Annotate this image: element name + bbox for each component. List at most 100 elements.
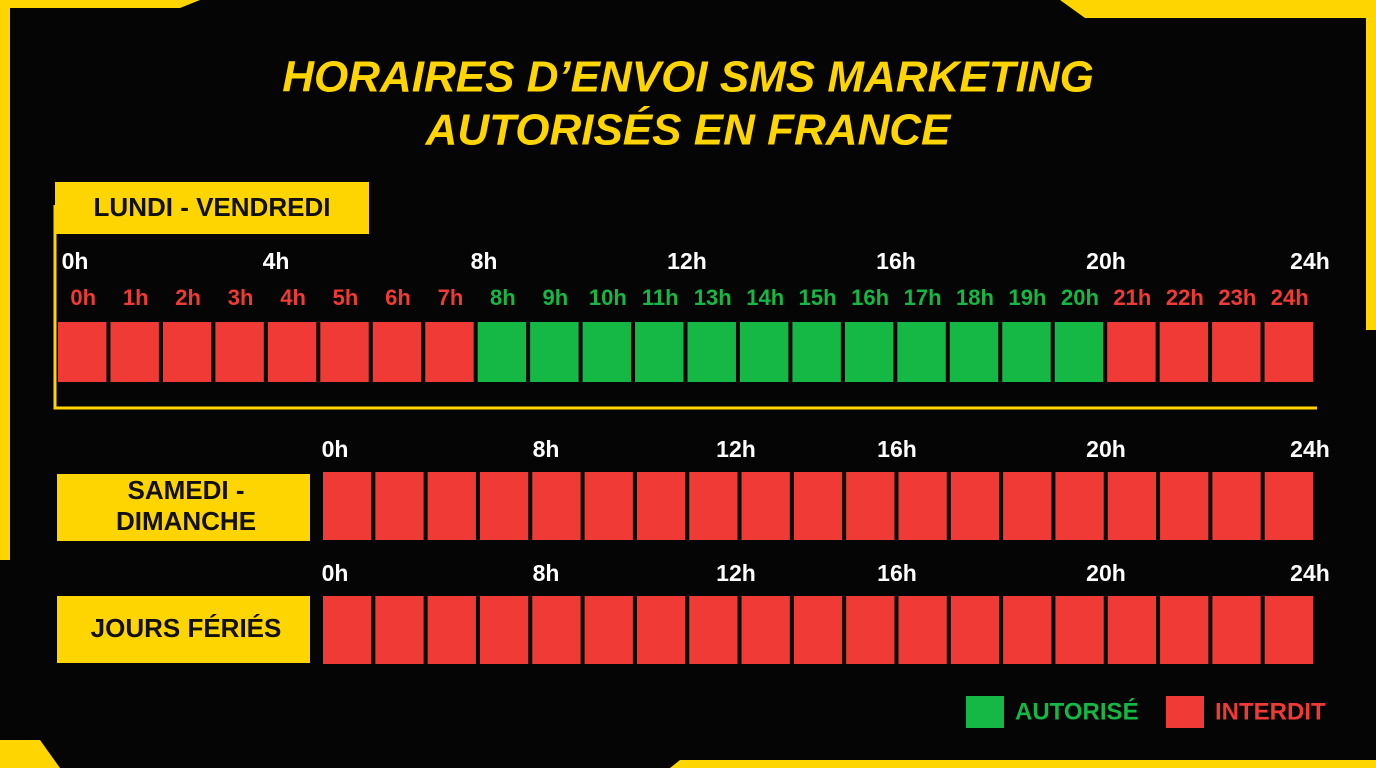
hour-label: 12h	[716, 560, 756, 586]
hour-cell	[477, 322, 527, 382]
hour-cell	[1212, 472, 1261, 540]
hour-cell	[687, 322, 736, 382]
hour-cell	[584, 596, 633, 664]
hour-cell-label: 1h	[123, 285, 149, 310]
hour-label: 8h	[471, 248, 498, 274]
hour-cell	[741, 472, 790, 540]
hour-cell	[582, 322, 632, 382]
hour-label: 20h	[1086, 248, 1126, 274]
hour-label: 0h	[322, 436, 349, 462]
hour-label: 8h	[533, 560, 560, 586]
weekend-label-box	[57, 474, 310, 541]
hour-cell-label: 24h	[1271, 285, 1309, 310]
hour-cell	[844, 322, 894, 382]
weekend-label: DIMANCHE	[116, 506, 256, 536]
hour-cell-label: 13h	[694, 285, 732, 310]
hour-cell	[950, 596, 1000, 664]
hour-cell	[1212, 596, 1261, 664]
hour-cell-label: 3h	[228, 285, 254, 310]
hour-label: 0h	[62, 248, 89, 274]
hour-label: 16h	[877, 560, 917, 586]
title-line: HORAIRES D’ENVOI SMS MARKETING	[282, 53, 1094, 102]
hour-cell	[689, 472, 738, 540]
hour-label: 0h	[322, 560, 349, 586]
hour-cell-label: 9h	[543, 285, 569, 310]
hour-cell	[479, 472, 529, 540]
hour-cell	[793, 596, 843, 664]
hour-cell	[425, 322, 474, 382]
hour-label: 24h	[1290, 560, 1330, 586]
hour-label: 20h	[1086, 436, 1126, 462]
hour-cell-label: 19h	[1009, 285, 1047, 310]
hour-cell	[897, 322, 946, 382]
hour-cell	[636, 596, 686, 664]
hour-cell	[530, 322, 579, 382]
title-line: AUTORISÉS EN FRANCE	[425, 105, 952, 155]
frame-left	[0, 0, 10, 560]
hour-cell-label: 15h	[799, 285, 837, 310]
holiday-label: JOURS FÉRIÉS	[91, 613, 282, 643]
hour-cell	[635, 322, 684, 382]
hour-cell	[1264, 322, 1313, 382]
frame-right	[1366, 0, 1376, 330]
weekday-frame	[53, 205, 1317, 410]
hour-cell	[584, 472, 633, 540]
holiday-label-box	[57, 596, 310, 663]
hour-cell	[215, 322, 264, 382]
frame-top-left	[0, 0, 200, 8]
legend-swatch	[966, 696, 1004, 728]
hour-cell-label: 7h	[438, 285, 464, 310]
hour-cell	[846, 596, 895, 664]
frame-top-right	[1060, 0, 1376, 18]
hour-cell-label: 14h	[746, 285, 784, 310]
hour-cell	[479, 596, 529, 664]
hour-cell-label: 6h	[385, 285, 411, 310]
hour-cell-label: 0h	[70, 285, 96, 310]
hour-cell	[1002, 322, 1051, 382]
hour-cell-label: 4h	[280, 285, 306, 310]
legend-label: INTERDIT	[1215, 698, 1326, 725]
hour-cell	[323, 472, 372, 540]
hour-cell	[949, 322, 999, 382]
hour-label: 24h	[1290, 248, 1330, 274]
hour-cell	[162, 322, 212, 382]
hour-cell-label: 21h	[1113, 285, 1151, 310]
hour-cell	[110, 322, 159, 382]
hour-cell	[689, 596, 738, 664]
hour-label: 8h	[533, 436, 560, 462]
hour-cell	[375, 472, 424, 540]
hour-cell-label: 20h	[1061, 285, 1099, 310]
hour-label: 24h	[1290, 436, 1330, 462]
hour-cell	[1159, 322, 1209, 382]
frame-bottom-left	[0, 740, 60, 768]
hour-cell	[375, 596, 424, 664]
hour-cell	[1055, 596, 1104, 664]
hour-label: 12h	[667, 248, 707, 274]
hour-cell	[846, 472, 895, 540]
legend-label: AUTORISÉ	[1015, 697, 1139, 725]
hour-cell	[898, 472, 947, 540]
hour-cell-label: 2h	[175, 285, 201, 310]
weekday-label: LUNDI - VENDREDI	[94, 192, 331, 222]
hour-cell-label: 22h	[1166, 285, 1204, 310]
hour-cell	[1107, 322, 1156, 382]
hour-label: 12h	[716, 436, 756, 462]
hour-cell-label: 8h	[490, 285, 516, 310]
hour-cell-label: 5h	[333, 285, 359, 310]
hour-cell	[739, 322, 789, 382]
hour-cell	[1055, 472, 1104, 540]
hour-cell-label: 10h	[589, 285, 627, 310]
hour-cell	[372, 322, 422, 382]
hour-cell	[1212, 322, 1261, 382]
hour-cell	[793, 472, 843, 540]
legend-swatch	[1166, 696, 1204, 728]
hour-cell	[898, 596, 947, 664]
hour-cell	[532, 472, 581, 540]
hour-cell	[320, 322, 369, 382]
hour-cell-label: 16h	[851, 285, 889, 310]
hour-cell	[1264, 596, 1313, 664]
hour-cell	[427, 596, 476, 664]
hour-cell	[323, 596, 372, 664]
